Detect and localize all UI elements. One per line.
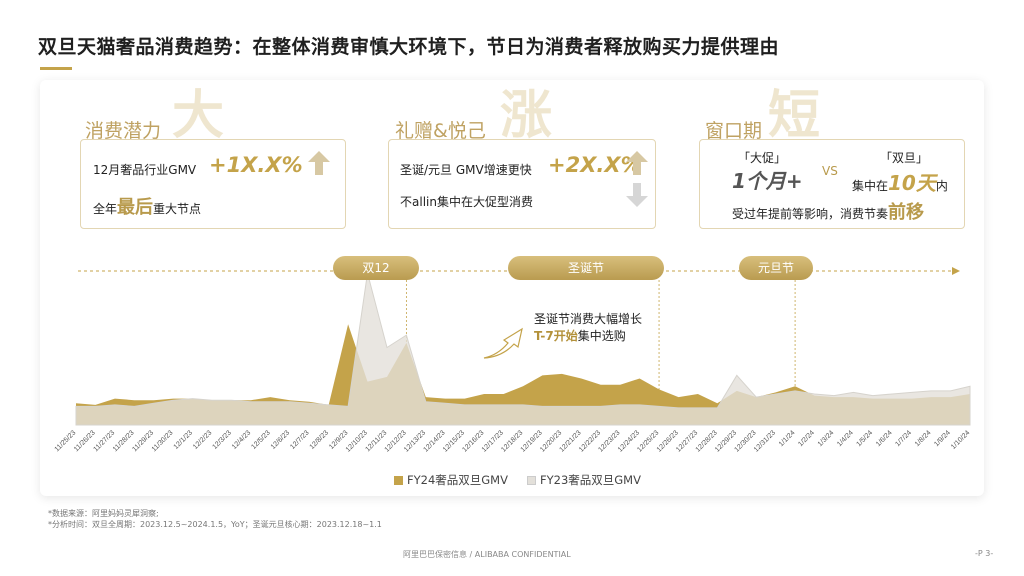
x-tick-label: 1/1/24 [778,429,797,448]
footnote-period: *分析时间：双旦全周期：2023.12.5~2024.1.5，YoY；圣诞元旦核… [48,520,382,529]
section2-line1-text: 圣诞/元旦 GMV增速更快 [400,163,532,177]
x-tick-label: 1/6/24 [875,429,894,448]
annotation-rest: 集中选购 [577,329,626,343]
annotation-line2: T-7开始集中选购 [534,327,626,344]
section1-growth-value: +1X.X% [209,153,303,177]
x-tick-label: 12/3/23 [211,429,233,451]
x-tick-label: 1/3/24 [817,429,836,448]
section3-left-label: 「大促」 [738,151,787,165]
pill-double12: 双12 [333,256,419,280]
section3-right-line: 集中在10天内 [852,167,948,196]
section2-heading: 礼赠&悦己 [395,120,486,142]
section3-vs: VS [822,164,838,178]
x-tick-label: 12/31/23 [753,429,777,453]
x-tick-label: 12/2/23 [192,429,214,451]
legend-swatch-fy24 [394,476,403,485]
section1-heading: 消费潜力 [85,120,162,142]
x-tick-label: 12/4/23 [231,429,253,451]
annotation-highlight: T-7开始 [534,329,578,343]
section2-line2-text: 不allin集中在大促型消费 [400,195,533,209]
section1-line2: 全年最后重大节点 [93,193,201,219]
section2-big-char: 涨 [500,86,553,146]
legend-label-fy23: FY23奢品双旦GMV [540,473,641,487]
legend-label-fy24: FY24奢品双旦GMV [407,473,508,487]
section3-right-pre: 集中在 [852,179,889,193]
x-tick-label: 12/8/23 [309,429,331,451]
x-tick-label: 1/7/24 [894,429,913,448]
x-tick-label: 12/1/23 [173,429,195,451]
legend-fy24: FY24奢品双旦GMV [394,472,508,488]
section3-left-value: 1个月+ [732,169,803,193]
page-title: 双旦天猫奢品消费趋势：在整体消费审慎大环境下，节日为消费者释放购买力提供理由 [38,36,780,58]
section1-line2-post: 重大节点 [153,202,202,216]
x-tick-label: 12/6/23 [270,429,292,451]
section3-right-label: 「双旦」 [880,151,929,165]
section2-box [388,139,656,229]
title-underline [40,67,72,70]
section3-heading: 窗口期 [705,120,763,142]
annotation-line1: 圣诞节消费大幅增长 [534,312,643,326]
up-arrow-icon [308,151,330,175]
footnote-source: *数据来源：阿里妈妈灵犀洞察; [48,509,159,518]
x-tick-label: 1/2/24 [797,429,816,448]
footer-confidential: 阿里巴巴保密信息 / ALIBABA CONFIDENTIAL [403,550,571,559]
x-tick-label: 1/4/24 [836,429,855,448]
curved-arrow-icon [483,327,523,359]
footer-page-number: -P 3- [975,549,994,558]
section1-line2-pre: 全年 [93,202,118,216]
x-tick-label: 12/7/23 [289,429,311,451]
x-tick-label: 11/30/23 [151,429,175,453]
section1-line2-emph: 最后 [117,197,154,218]
section3-right-post: 内 [935,179,948,193]
section3-bottom-emph: 前移 [888,202,925,223]
pill-christmas: 圣诞节 [508,256,664,280]
down-arrow-icon [626,183,648,207]
x-tick-label: 12/5/23 [250,429,272,451]
section3-box [699,139,965,229]
section3-right-value: 10天 [888,171,936,195]
section3-bottom-line: 受过年提前等影响，消费节奏前移 [732,198,924,224]
up-arrow-icon [626,151,648,175]
section3-bottom-pre: 受过年提前等影响，消费节奏 [732,207,889,221]
section1-big-char: 大 [172,86,225,146]
pill-new-year: 元旦节 [739,256,813,280]
x-tick-label: 1/8/24 [914,429,933,448]
legend-swatch-fy23 [527,476,536,485]
x-tick-label: 1/5/24 [856,429,875,448]
section1-line1-text: 12月奢品行业GMV [93,163,197,177]
section2-growth-value: +2X.X% [548,153,642,177]
legend-fy23: FY23奢品双旦GMV [527,472,641,488]
section3-big-char: 短 [768,86,821,146]
x-tick-label: 1/10/24 [950,429,972,451]
section1-box [80,139,346,229]
area-fy23 [75,272,971,426]
